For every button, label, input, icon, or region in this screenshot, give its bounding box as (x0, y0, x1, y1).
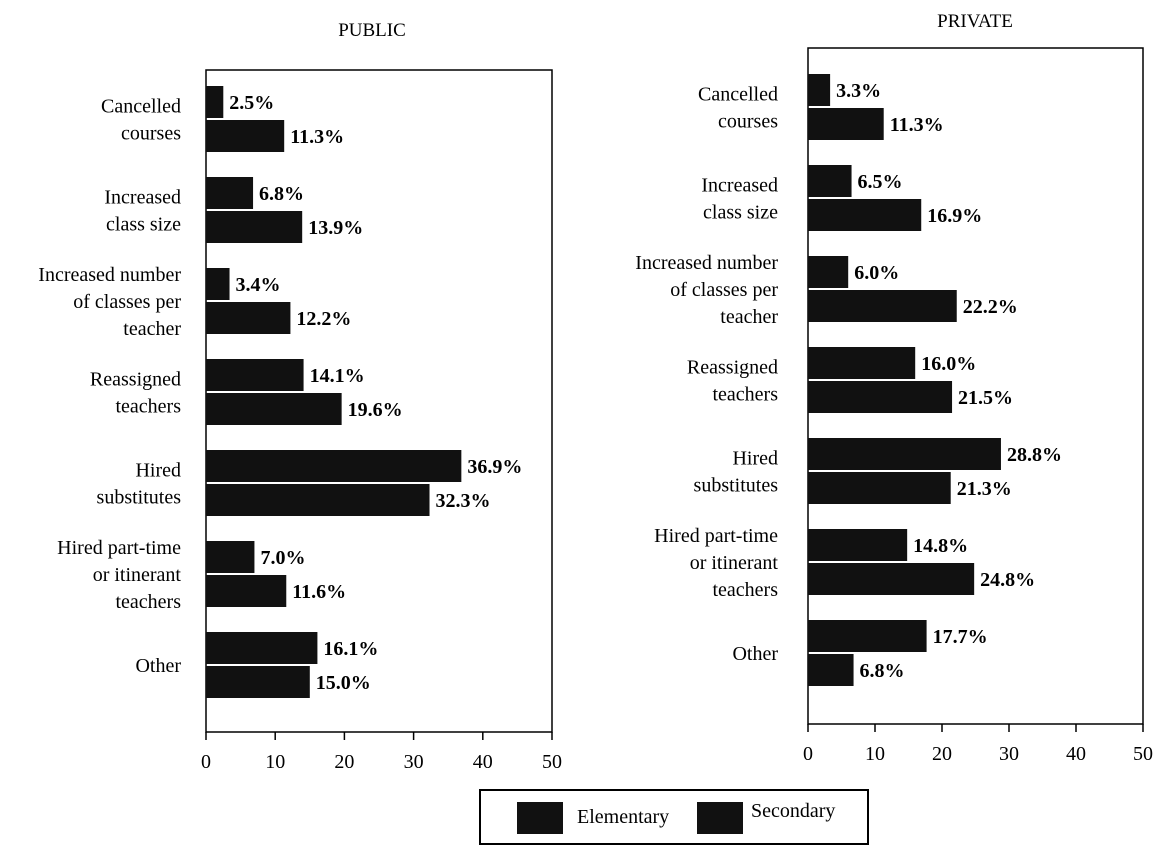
legend-label-elementary: Elementary (577, 806, 670, 828)
private-data-label: 21.5% (958, 387, 1013, 409)
private-chart-title: PRIVATE (937, 11, 1013, 32)
public-data-label: 6.8% (259, 183, 304, 205)
private-data-label: 6.8% (860, 660, 905, 682)
private-bar-secondary (808, 108, 884, 140)
private-data-label: 3.3% (836, 80, 881, 102)
private-data-label: 28.8% (1007, 444, 1062, 466)
private-data-label: 11.3% (890, 114, 944, 136)
private-data-label: 17.7% (933, 626, 988, 648)
public-data-label: 2.5% (229, 92, 274, 114)
private-category-label: Hired part-time or itinerant teachers (654, 525, 778, 601)
public-category-label: Other (135, 655, 181, 677)
private-bar-elementary (808, 165, 852, 197)
private-category-label: Cancelled courses (698, 84, 778, 133)
private-data-label: 14.8% (913, 535, 968, 557)
private-x-tick-label: 10 (865, 743, 885, 765)
private-data-label: 6.5% (858, 171, 903, 193)
public-bar-elementary (206, 359, 304, 391)
public-data-label: 13.9% (308, 217, 363, 239)
public-category-label: Hired substitutes (97, 460, 182, 509)
public-data-label: 15.0% (316, 672, 371, 694)
public-data-label: 7.0% (260, 547, 305, 569)
public-bar-secondary (206, 575, 287, 607)
public-bar-elementary (206, 541, 255, 573)
private-bar-elementary (808, 438, 1001, 470)
public-bar-secondary (206, 302, 291, 334)
private-bar-elementary (808, 256, 849, 288)
public-data-label: 11.3% (290, 126, 344, 148)
private-bar-secondary (808, 199, 922, 231)
private-data-label: 16.0% (921, 353, 976, 375)
public-bar-elementary (206, 450, 462, 482)
private-category-label: Reassigned teachers (687, 357, 778, 406)
public-bar-secondary (206, 120, 285, 152)
legend-label-secondary: Secondary (751, 800, 836, 822)
public-data-label: 16.1% (323, 638, 378, 660)
private-x-tick-label: 30 (999, 743, 1019, 765)
public-x-tick-label: 20 (334, 751, 354, 773)
public-data-label: 11.6% (292, 581, 346, 603)
private-x-tick-label: 0 (803, 743, 813, 765)
private-category-label: Increased number of classes per teacher (635, 252, 778, 328)
public-x-tick-label: 40 (473, 751, 493, 773)
private-x-tick-label: 50 (1133, 743, 1153, 765)
private-category-label: Hired substitutes (694, 448, 779, 497)
public-category-label: Reassigned teachers (90, 369, 181, 418)
public-chart-title: PUBLIC (338, 20, 406, 41)
public-category-label: Increased number of classes per teacher (38, 264, 181, 340)
private-bar-secondary (808, 472, 951, 504)
public-category-label: Hired part-time or itinerant teachers (57, 537, 181, 613)
legend: Elementary Secondary (479, 789, 869, 845)
public-x-tick-label: 50 (542, 751, 562, 773)
private-data-label: 24.8% (980, 569, 1035, 591)
public-x-tick-label: 10 (265, 751, 285, 773)
private-bar-secondary (808, 563, 975, 595)
public-data-label: 36.9% (467, 456, 522, 478)
legend-swatch-elementary (517, 802, 563, 834)
public-data-label: 14.1% (310, 365, 365, 387)
private-bar-elementary (808, 620, 927, 652)
public-x-tick-label: 0 (201, 751, 211, 773)
public-bar-secondary (206, 211, 303, 243)
private-bar-secondary (808, 381, 953, 413)
private-x-tick-label: 40 (1066, 743, 1086, 765)
public-bar-secondary (206, 484, 430, 516)
private-bar-secondary (808, 654, 854, 686)
public-category-label: Increased class size (104, 187, 181, 236)
private-bar-elementary (808, 347, 916, 379)
public-data-label: 3.4% (236, 274, 281, 296)
public-data-label: 32.3% (436, 490, 491, 512)
public-bar-elementary (206, 177, 254, 209)
public-bar-elementary (206, 268, 230, 300)
public-bar-secondary (206, 393, 342, 425)
public-category-label: Cancelled courses (101, 96, 181, 145)
legend-swatch-secondary (697, 802, 743, 834)
public-bar-elementary (206, 632, 318, 664)
public-data-label: 12.2% (296, 308, 351, 330)
private-x-tick-label: 20 (932, 743, 952, 765)
public-bar-secondary (206, 666, 310, 698)
private-category-label: Other (732, 643, 778, 665)
private-bar-elementary (808, 74, 831, 106)
private-data-label: 16.9% (927, 205, 982, 227)
private-bar-secondary (808, 290, 957, 322)
public-bar-elementary (206, 86, 224, 118)
private-data-label: 21.3% (957, 478, 1012, 500)
public-x-tick-label: 30 (404, 751, 424, 773)
private-bar-elementary (808, 529, 908, 561)
private-data-label: 6.0% (854, 262, 899, 284)
public-data-label: 19.6% (348, 399, 403, 421)
private-data-label: 22.2% (963, 296, 1018, 318)
private-category-label: Increased class size (701, 175, 778, 224)
